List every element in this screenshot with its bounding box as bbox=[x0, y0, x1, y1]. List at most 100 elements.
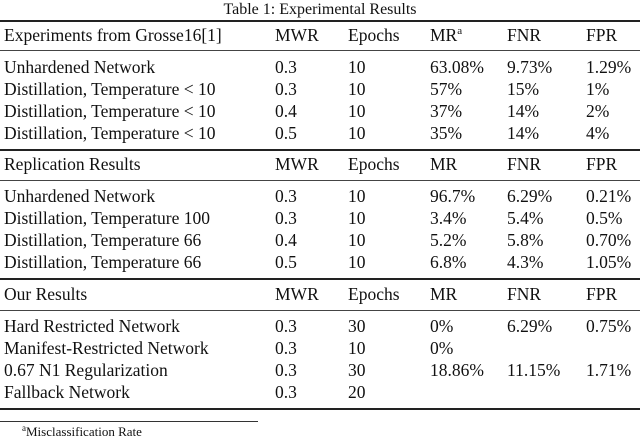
cell-epochs: 10 bbox=[348, 123, 366, 143]
table-caption: Table 1: Experimental Results bbox=[223, 1, 417, 18]
section-rule bbox=[0, 278, 640, 280]
cell-epochs: 10 bbox=[348, 57, 366, 77]
cell-mwr: 0.5 bbox=[275, 252, 297, 272]
cell-mwr: 0.3 bbox=[275, 186, 297, 206]
cell-epochs: 30 bbox=[348, 316, 366, 336]
footnote: aMisclassification Rate bbox=[22, 424, 142, 440]
cell-epochs: 10 bbox=[348, 186, 366, 206]
footnote-marker: a bbox=[22, 423, 26, 433]
header-cell-mwr: MWR bbox=[275, 25, 319, 45]
cell-mr: 6.8% bbox=[430, 252, 467, 272]
cell-mr: 63.08% bbox=[430, 57, 484, 77]
cell-fnr: 15% bbox=[507, 79, 540, 99]
table-row: Distillation, Temperature 66 0.4 10 5.2%… bbox=[0, 229, 640, 251]
header-cell-label: Experiments from Grosse16[1] bbox=[4, 25, 222, 45]
table-row: Distillation, Temperature 100 0.3 10 3.4… bbox=[0, 207, 640, 229]
section-header-grosse16: Experiments from Grosse16[1] MWR Epochs … bbox=[0, 24, 640, 46]
footnote-rule bbox=[0, 421, 258, 422]
cell-mwr: 0.3 bbox=[275, 338, 297, 358]
cell-experiment: Distillation, Temperature 66 bbox=[4, 252, 202, 272]
cell-experiment: Fallback Network bbox=[4, 382, 130, 402]
cell-epochs: 30 bbox=[348, 360, 366, 380]
cell-fpr: 0.5% bbox=[586, 208, 623, 228]
table-row: Distillation, Temperature < 10 0.3 10 57… bbox=[0, 78, 640, 100]
cell-epochs: 10 bbox=[348, 252, 366, 272]
cell-mr: 57% bbox=[430, 79, 463, 99]
header-cell-mr: MRa bbox=[430, 24, 462, 46]
cell-epochs: 10 bbox=[348, 338, 366, 358]
header-cell-fnr: FNR bbox=[507, 25, 542, 45]
cell-mr: 37% bbox=[430, 101, 463, 121]
cell-experiment: Distillation, Temperature < 10 bbox=[4, 123, 216, 143]
cell-experiment: Distillation, Temperature < 10 bbox=[4, 101, 216, 121]
cell-epochs: 10 bbox=[348, 101, 366, 121]
cell-fpr: 1.05% bbox=[586, 252, 632, 272]
cell-fnr: 5.8% bbox=[507, 230, 544, 250]
cell-experiment: 0.67 N1 Regularization bbox=[4, 360, 168, 380]
cell-mwr: 0.3 bbox=[275, 360, 297, 380]
cell-mwr: 0.3 bbox=[275, 316, 297, 336]
cell-mr: 0% bbox=[430, 316, 454, 336]
header-mr-text: MR bbox=[430, 25, 458, 45]
cell-experiment: Distillation, Temperature 100 bbox=[4, 208, 210, 228]
cell-fpr: 1.29% bbox=[586, 57, 632, 77]
cell-fpr: 1.71% bbox=[586, 360, 632, 380]
cell-fpr: 2% bbox=[586, 101, 610, 121]
cell-fnr: 4.3% bbox=[507, 252, 544, 272]
cell-epochs: 10 bbox=[348, 208, 366, 228]
cell-fpr: 0.21% bbox=[586, 186, 632, 206]
cell-experiment: Unhardened Network bbox=[4, 186, 156, 206]
cell-mwr: 0.3 bbox=[275, 382, 297, 402]
table-row: Manifest-Restricted Network 0.3 10 0% bbox=[0, 337, 640, 359]
cell-mwr: 0.3 bbox=[275, 208, 297, 228]
cell-experiment: Manifest-Restricted Network bbox=[4, 338, 209, 358]
footnote-marker: a bbox=[457, 25, 463, 37]
cell-mr: 3.4% bbox=[430, 208, 467, 228]
table-row: Fallback Network 0.3 20 bbox=[0, 381, 640, 403]
header-cell-mr: MR bbox=[430, 284, 458, 304]
table-row: Distillation, Temperature < 10 0.4 10 37… bbox=[0, 100, 640, 122]
section-rule bbox=[0, 149, 640, 151]
table-row: Distillation, Temperature 66 0.5 10 6.8%… bbox=[0, 251, 640, 273]
table-row: Distillation, Temperature < 10 0.5 10 35… bbox=[0, 122, 640, 144]
cell-fnr: 11.15% bbox=[507, 360, 561, 380]
cell-experiment: Distillation, Temperature 66 bbox=[4, 230, 202, 250]
header-cell-mwr: MWR bbox=[275, 154, 319, 174]
cell-fnr: 14% bbox=[507, 123, 540, 143]
cell-experiment: Unhardened Network bbox=[4, 57, 156, 77]
cell-mr: 0% bbox=[430, 338, 454, 358]
cell-epochs: 10 bbox=[348, 230, 366, 250]
cell-mwr: 0.5 bbox=[275, 123, 297, 143]
cell-fpr: 0.75% bbox=[586, 316, 632, 336]
cell-fpr: 1% bbox=[586, 79, 610, 99]
cell-mr: 18.86% bbox=[430, 360, 484, 380]
cell-mwr: 0.4 bbox=[275, 101, 297, 121]
table-row: 0.67 N1 Regularization 0.3 30 18.86% 11.… bbox=[0, 359, 640, 381]
cell-fnr: 9.73% bbox=[507, 57, 553, 77]
cell-fpr: 4% bbox=[586, 123, 610, 143]
header-cell-fpr: FPR bbox=[586, 284, 618, 304]
header-cell-mr: MR bbox=[430, 154, 458, 174]
header-rule bbox=[0, 50, 640, 51]
cell-fnr: 6.29% bbox=[507, 186, 553, 206]
cell-fnr: 5.4% bbox=[507, 208, 544, 228]
header-rule bbox=[0, 180, 640, 181]
cell-mwr: 0.3 bbox=[275, 79, 297, 99]
cell-epochs: 20 bbox=[348, 382, 366, 402]
section-header-our-results: Our Results MWR Epochs MR FNR FPR bbox=[0, 283, 640, 305]
cell-fnr: 6.29% bbox=[507, 316, 553, 336]
header-cell-label: Replication Results bbox=[4, 154, 141, 174]
cell-mwr: 0.3 bbox=[275, 57, 297, 77]
table-row: Hard Restricted Network 0.3 30 0% 6.29% … bbox=[0, 315, 640, 337]
top-rule bbox=[0, 20, 640, 22]
cell-fpr: 0.70% bbox=[586, 230, 632, 250]
table-row: Unhardened Network 0.3 10 96.7% 6.29% 0.… bbox=[0, 185, 640, 207]
table-row: Unhardened Network 0.3 10 63.08% 9.73% 1… bbox=[0, 56, 640, 78]
cell-experiment: Hard Restricted Network bbox=[4, 316, 180, 336]
cell-fnr: 14% bbox=[507, 101, 540, 121]
header-cell-fpr: FPR bbox=[586, 25, 618, 45]
header-cell-epochs: Epochs bbox=[348, 284, 400, 304]
cell-mr: 5.2% bbox=[430, 230, 467, 250]
header-cell-fnr: FNR bbox=[507, 284, 542, 304]
bottom-rule bbox=[0, 408, 640, 410]
